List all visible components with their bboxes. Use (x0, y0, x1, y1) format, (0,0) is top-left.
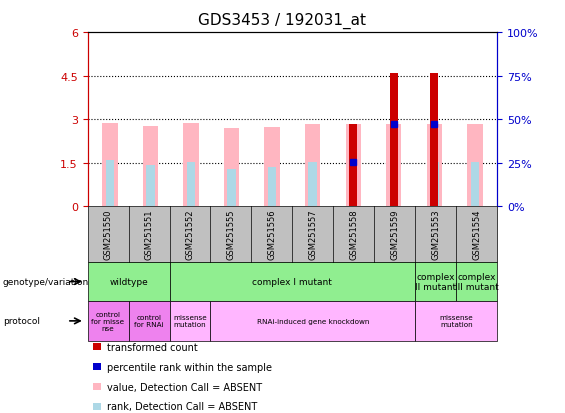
Bar (346, 125, 361, 206)
Text: rank, Detection Call = ABSENT: rank, Detection Call = ABSENT (107, 401, 258, 411)
Text: control
for RNAi: control for RNAi (134, 315, 164, 328)
Text: protocol: protocol (3, 317, 40, 325)
Text: value, Detection Call = ABSENT: value, Detection Call = ABSENT (107, 382, 263, 392)
Bar (349, 163, 358, 206)
Text: GSM251555: GSM251555 (227, 209, 236, 259)
Text: GSM251553: GSM251553 (431, 209, 440, 260)
Bar (471, 163, 479, 206)
Text: GSM251558: GSM251558 (349, 209, 358, 260)
Text: GSM251554: GSM251554 (472, 209, 481, 259)
Text: wildtype: wildtype (109, 278, 148, 286)
Bar (349, 125, 357, 206)
Text: complex
II mutant: complex II mutant (415, 272, 457, 292)
Text: GSM251552: GSM251552 (185, 209, 194, 259)
Bar (146, 166, 155, 206)
Bar (187, 163, 195, 206)
Text: GSM251556: GSM251556 (267, 209, 276, 260)
Text: complex
III mutant: complex III mutant (455, 272, 498, 292)
Text: GSM251559: GSM251559 (390, 209, 399, 259)
Text: GSM251550: GSM251550 (103, 209, 112, 259)
Text: control
for misse
nse: control for misse nse (92, 311, 125, 331)
Bar (227, 170, 236, 206)
Bar (467, 125, 483, 206)
Bar (427, 125, 442, 206)
Text: percentile rank within the sample: percentile rank within the sample (107, 362, 272, 372)
Bar (389, 163, 398, 206)
Text: genotype/variation: genotype/variation (3, 278, 89, 286)
Bar (386, 125, 402, 206)
Bar (183, 124, 199, 206)
Bar (224, 128, 239, 206)
Bar (305, 125, 320, 206)
Text: RNAi-induced gene knockdown: RNAi-induced gene knockdown (257, 318, 369, 324)
Bar (143, 127, 158, 206)
Text: missense
mutation: missense mutation (173, 315, 207, 328)
Text: missense
mutation: missense mutation (440, 315, 473, 328)
Bar (102, 124, 118, 206)
Text: GDS3453 / 192031_at: GDS3453 / 192031_at (198, 12, 367, 28)
Text: complex I mutant: complex I mutant (253, 278, 332, 286)
Text: GSM251557: GSM251557 (308, 209, 318, 260)
Bar (431, 74, 438, 206)
Bar (268, 168, 276, 206)
Text: transformed count: transformed count (107, 342, 198, 352)
Bar (264, 128, 280, 206)
Bar (390, 74, 398, 206)
Bar (106, 160, 114, 206)
Bar (308, 163, 317, 206)
Bar (430, 163, 438, 206)
Text: GSM251551: GSM251551 (145, 209, 154, 259)
